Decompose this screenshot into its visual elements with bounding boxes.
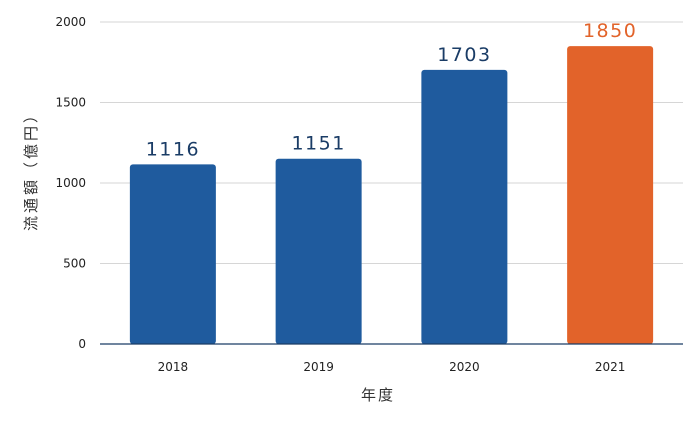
bar	[567, 46, 654, 345]
y-tick-label: 500	[63, 257, 86, 271]
bar	[275, 158, 362, 344]
value-labels: 1116 1151 1703 1850	[146, 20, 637, 160]
bars	[129, 46, 654, 345]
y-tick-label: 1500	[55, 96, 86, 110]
x-tick-label: 2018	[158, 360, 189, 374]
x-tick-label: 2020	[449, 360, 480, 374]
bar-value-label: 1703	[437, 44, 491, 66]
x-tick-label: 2021	[595, 360, 626, 374]
y-tick-label: 0	[78, 337, 86, 351]
bar	[421, 69, 508, 344]
x-tick-label: 2019	[303, 360, 334, 374]
bar-value-label: 1116	[146, 138, 200, 160]
bar-value-label: 1151	[291, 133, 345, 155]
y-tick-labels: 0 500 1000 1500 2000	[55, 15, 86, 351]
y-axis-title: 流通額（億円）	[22, 105, 40, 231]
x-tick-labels: 2018 2019 2020 2021	[158, 360, 626, 374]
bar	[129, 164, 216, 344]
x-axis-title: 年度	[361, 386, 395, 404]
y-tick-label: 2000	[55, 15, 86, 29]
bar-value-label: 1850	[583, 20, 637, 42]
y-tick-label: 1000	[55, 176, 86, 190]
